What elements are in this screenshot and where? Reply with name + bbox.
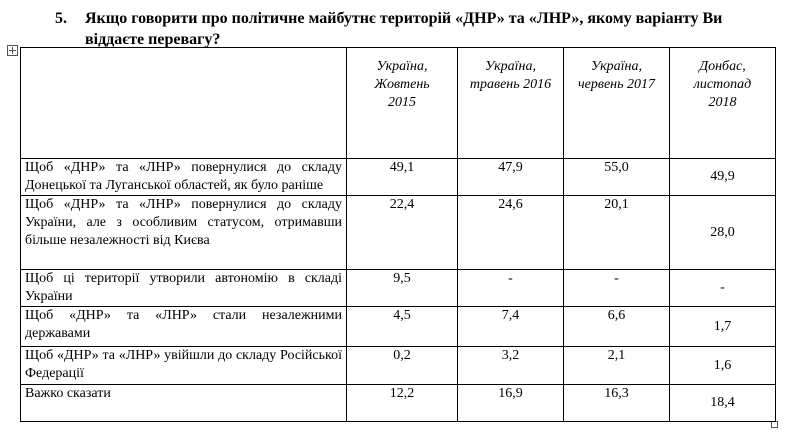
value-cell: 20,1 [563,195,670,270]
question-number: 5. [55,10,67,27]
header-line: 2018 [708,95,737,110]
table-move-handle[interactable] [7,45,18,56]
value-cell: 1,6 [669,346,776,385]
header-line: Україна, [376,59,428,74]
value-cell: 49,1 [346,158,458,196]
value-cell: 12,2 [346,384,458,422]
value-cell: 16,3 [563,384,670,422]
answer-cell: Щоб ці території утворили автономію в ск… [20,269,347,307]
value-cell: 22,4 [346,195,458,270]
value-cell: 55,0 [563,158,670,196]
header-line: листопад [693,77,752,92]
value-cell: 28,0 [669,195,776,270]
answer-cell: Щоб «ДНР» та «ЛНР» повернулися до складу… [20,195,347,270]
value-cell: 4,5 [346,306,458,347]
header-cell [20,47,347,159]
header-line: червень 2017 [578,77,655,92]
header-row: Україна, Жовтень 2015 Україна, травень 2016 У… [20,47,776,159]
header-cell: Україна, травень 2016 [457,47,564,159]
header-line: Україна, [591,59,642,74]
answer-cell: Важко сказати [20,384,347,422]
header-cell: Донбас, листопад 2018 [669,47,776,159]
header-line: Жовтень [374,77,430,92]
value-cell: 3,2 [457,346,564,385]
table-row: Щоб «ДНР» та «ЛНР» повернулися до складу… [20,158,776,196]
value-cell: 6,6 [563,306,670,347]
question-text: Якщо говорити про політичне майбутнє тер… [85,10,723,48]
table-row: Щоб ці території утворили автономію в ск… [20,269,776,307]
answer-cell: Щоб «ДНР» та «ЛНР» повернулися до складу… [20,158,347,196]
header-line: 2015 [388,95,416,110]
header-cell: Україна, червень 2017 [563,47,670,159]
header-line: Донбас, [699,59,746,74]
table-row: Важко сказати 12,2 16,9 16,3 18,4 [20,384,776,422]
value-cell: - [669,269,776,307]
header-line: травень 2016 [469,77,552,92]
value-cell: 18,4 [669,384,776,422]
table-end-marker [771,421,778,428]
value-cell: 0,2 [346,346,458,385]
value-cell: 2,1 [563,346,670,385]
table-row: Щоб «ДНР» та «ЛНР» увійшли до складу Рос… [20,346,776,385]
survey-table: Україна, Жовтень 2015 Україна, травень 2016 У… [20,47,776,422]
header-cell: Україна, Жовтень 2015 [346,47,458,159]
value-cell: 9,5 [346,269,458,307]
value-cell: 1,7 [669,306,776,347]
table-row: Щоб «ДНР» та «ЛНР» повернулися до складу… [20,195,776,270]
header-line: Україна, [485,59,536,74]
value-cell: 47,9 [457,158,564,196]
value-cell: 24,6 [457,195,564,270]
answer-cell: Щоб «ДНР» та «ЛНР» увійшли до складу Рос… [20,346,347,385]
value-cell: 16,9 [457,384,564,422]
answer-cell: Щоб «ДНР» та «ЛНР» стали незалежними дер… [20,306,347,347]
value-cell: - [563,269,670,307]
value-cell: - [457,269,564,307]
value-cell: 49,9 [669,158,776,196]
value-cell: 7,4 [457,306,564,347]
table-row: Щоб «ДНР» та «ЛНР» стали незалежними дер… [20,306,776,347]
